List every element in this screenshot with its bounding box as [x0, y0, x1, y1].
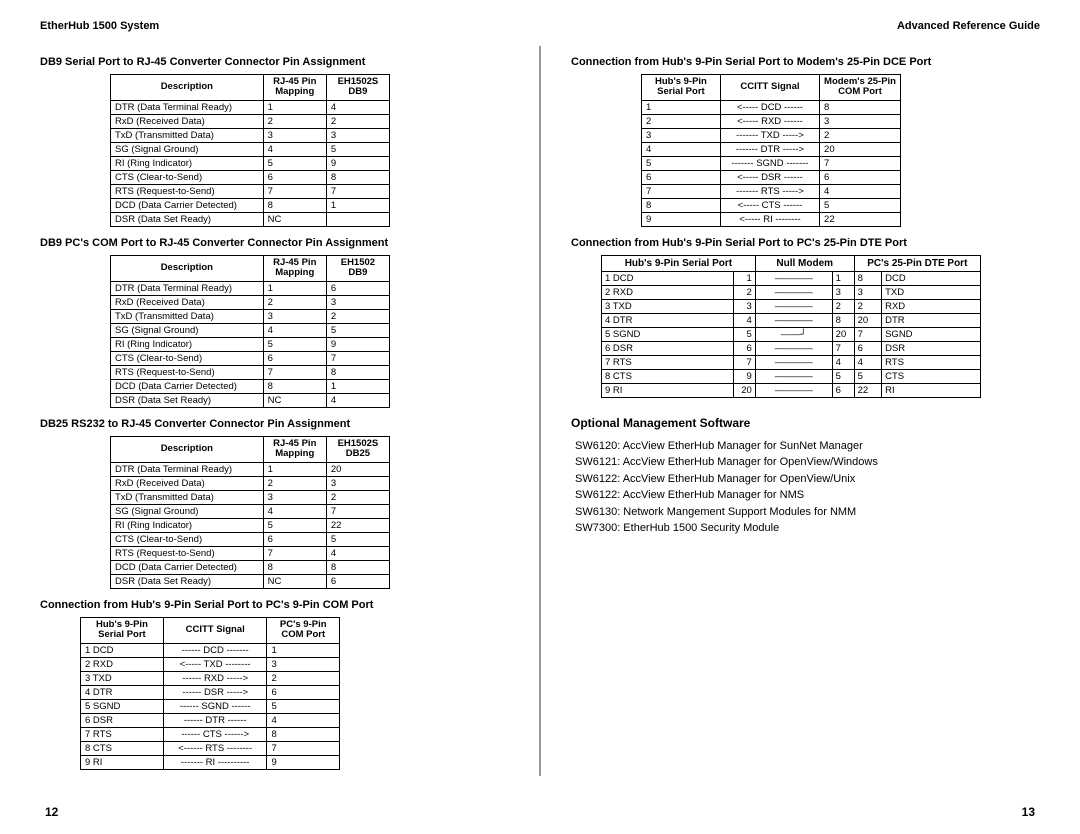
software-list: SW6120: AccView EtherHub Manager for Sun… [575, 438, 1040, 537]
t6-title: Connection from Hub's 9-Pin Serial Port … [571, 237, 1040, 249]
software-item: SW6122: AccView EtherHub Manager for Ope… [575, 471, 1040, 488]
table-row: DCD (Data Carrier Detected)88 [111, 560, 390, 574]
t3-table: Description RJ-45 PinMapping EH1502SDB25… [110, 436, 390, 589]
table-row: 4 DTR------ DSR ----->6 [81, 685, 340, 699]
t5-table: Hub's 9-PinSerial Port CCITT Signal Mode… [641, 74, 901, 227]
table-row: 8 CTS<------ RTS --------7 [81, 741, 340, 755]
table-row: TxD (Transmitted Data)33 [111, 128, 390, 142]
software-item: SW6121: AccView EtherHub Manager for Ope… [575, 454, 1040, 471]
table-row: 3 TXD------ RXD ----->2 [81, 671, 340, 685]
table-row: 4------- DTR ----->20 [642, 142, 901, 156]
header-left: EtherHub 1500 System [40, 20, 159, 32]
table-row: 1 DCD------ DCD -------1 [81, 643, 340, 657]
table-row: CTS (Clear-to-Send)65 [111, 532, 390, 546]
table-row: SG (Signal Ground)47 [111, 504, 390, 518]
table-row: 1<----- DCD ------8 [642, 100, 901, 114]
table-row: 7 RTS7————44RTS [602, 355, 981, 369]
table-row: RxD (Received Data)22 [111, 114, 390, 128]
table-row: RTS (Request-to-Send)78 [111, 365, 390, 379]
left-column: DB9 Serial Port to RJ-45 Converter Conne… [40, 46, 509, 776]
table-row: DCD (Data Carrier Detected)81 [111, 379, 390, 393]
right-column: Connection from Hub's 9-Pin Serial Port … [571, 46, 1040, 776]
t5-title: Connection from Hub's 9-Pin Serial Port … [571, 56, 1040, 68]
table-row: DTR (Data Terminal Ready)120 [111, 462, 390, 476]
page-header: EtherHub 1500 System Advanced Reference … [40, 20, 1040, 32]
table-row: 9 RI------- RI ----------9 [81, 755, 340, 769]
table-row: RxD (Received Data)23 [111, 476, 390, 490]
table-row: 9<----- RI --------22 [642, 212, 901, 226]
table-row: 2 RXD<----- TXD --------3 [81, 657, 340, 671]
table-row: CTS (Clear-to-Send)68 [111, 170, 390, 184]
page-num-right: 13 [1022, 805, 1035, 819]
page-num-left: 12 [45, 805, 58, 819]
table-row: 6<----- DSR ------6 [642, 170, 901, 184]
table-row: SG (Signal Ground)45 [111, 323, 390, 337]
t2-title: DB9 PC's COM Port to RJ-45 Converter Con… [40, 237, 509, 249]
table-row: DTR (Data Terminal Ready)14 [111, 100, 390, 114]
table-row: 2 RXD2————33TXD [602, 285, 981, 299]
header-right: Advanced Reference Guide [897, 20, 1040, 32]
software-item: SW7300: EtherHub 1500 Security Module [575, 520, 1040, 537]
t3-title: DB25 RS232 to RJ-45 Converter Connector … [40, 418, 509, 430]
t6-table: Hub's 9-Pin Serial Port Null Modem PC's … [601, 255, 981, 398]
table-row: 6 DSR6————76DSR [602, 341, 981, 355]
software-item: SW6122: AccView EtherHub Manager for NMS [575, 487, 1040, 504]
table-row: DCD (Data Carrier Detected)81 [111, 198, 390, 212]
software-item: SW6130: Network Mangement Support Module… [575, 504, 1040, 521]
table-row: 5 SGND------ SGND ------5 [81, 699, 340, 713]
table-row: DSR (Data Set Ready)NC [111, 212, 390, 226]
t4-title: Connection from Hub's 9-Pin Serial Port … [40, 599, 509, 611]
table-row: 3------- TXD ----->2 [642, 128, 901, 142]
t2-table: Description RJ-45 PinMapping EH1502DB9 D… [110, 255, 390, 408]
table-row: 9 RI20————622RI [602, 383, 981, 397]
table-row: RI (Ring Indicator)59 [111, 337, 390, 351]
table-row: DTR (Data Terminal Ready)16 [111, 281, 390, 295]
table-row: 4 DTR4————820DTR [602, 313, 981, 327]
table-row: 8<----- CTS ------5 [642, 198, 901, 212]
table-row: SG (Signal Ground)45 [111, 142, 390, 156]
t4-table: Hub's 9-PinSerial Port CCITT Signal PC's… [80, 617, 340, 770]
table-row: 5------- SGND -------7 [642, 156, 901, 170]
table-row: TxD (Transmitted Data)32 [111, 490, 390, 504]
table-row: 8 CTS9————55CTS [602, 369, 981, 383]
table-row: RI (Ring Indicator)522 [111, 518, 390, 532]
table-row: 7 RTS------ CTS ------>8 [81, 727, 340, 741]
table-row: TxD (Transmitted Data)32 [111, 309, 390, 323]
software-item: SW6120: AccView EtherHub Manager for Sun… [575, 438, 1040, 455]
table-row: CTS (Clear-to-Send)67 [111, 351, 390, 365]
table-row: DSR (Data Set Ready)NC6 [111, 574, 390, 588]
table-row: RTS (Request-to-Send)77 [111, 184, 390, 198]
table-row: RI (Ring Indicator)59 [111, 156, 390, 170]
column-divider [539, 46, 541, 776]
page-footer: 12 13 [45, 805, 1035, 819]
table-row: 6 DSR------ DTR ------4 [81, 713, 340, 727]
t1-title: DB9 Serial Port to RJ-45 Converter Conne… [40, 56, 509, 68]
software-title: Optional Management Software [571, 416, 1040, 430]
table-row: RTS (Request-to-Send)74 [111, 546, 390, 560]
table-row: 1 DCD1————18DCD [602, 271, 981, 285]
table-row: 7------- RTS ----->4 [642, 184, 901, 198]
table-row: 5 SGND5——┘ 207SGND [602, 327, 981, 341]
t1-table: Description RJ-45 PinMapping EH1502SDB9 … [110, 74, 390, 227]
table-row: RxD (Received Data)23 [111, 295, 390, 309]
table-row: 2<----- RXD ------3 [642, 114, 901, 128]
table-row: DSR (Data Set Ready)NC4 [111, 393, 390, 407]
table-row: 3 TXD3————22RXD [602, 299, 981, 313]
